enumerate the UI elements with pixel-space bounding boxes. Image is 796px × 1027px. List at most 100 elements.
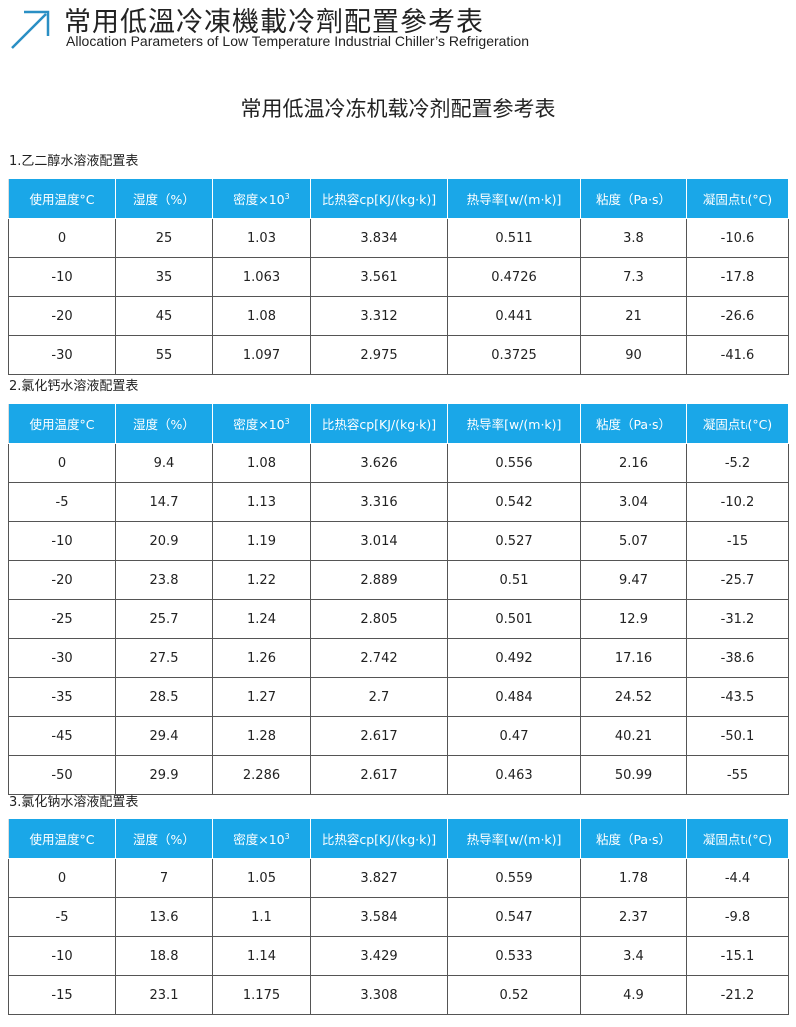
table-cell: 0.47 xyxy=(447,716,581,756)
table-row: -10 18.8 1.14 3.429 0.533 3.4 -15.1 xyxy=(8,936,789,976)
column-header-text: 使用温度°C xyxy=(29,417,95,432)
table-cell: 0.533 xyxy=(447,936,581,976)
column-header: 使用温度°C xyxy=(8,178,116,219)
table-cell: -43.5 xyxy=(686,677,789,717)
table-cell: 40.21 xyxy=(580,716,687,756)
table-cell: -17.8 xyxy=(686,257,789,297)
table-cell: -10 xyxy=(8,521,116,561)
table-cell: 3.312 xyxy=(310,296,448,336)
table-cell: 2.742 xyxy=(310,638,448,678)
column-header-text: 粘度（Pa·s） xyxy=(595,417,672,432)
table-row: -25 25.7 1.24 2.805 0.501 12.9 -31.2 xyxy=(8,599,789,639)
column-header: 凝固点tᵢ(°C) xyxy=(686,818,789,859)
column-header-text: 密度×10 xyxy=(233,192,285,207)
column-header: 密度×103 xyxy=(212,818,311,859)
table-cell: 2.37 xyxy=(580,897,687,937)
table-cell: 2.805 xyxy=(310,599,448,639)
header-row: 使用温度°C 湿度（%） 密度×103 比热容cp[KJ/(kg·k)] 热导率[w/(… xyxy=(8,403,789,444)
table-row: -35 28.5 1.27 2.7 0.484 24.52 -43.5 xyxy=(8,677,789,717)
table-row: -45 29.4 1.28 2.617 0.47 40.21 -50.1 xyxy=(8,716,789,756)
table-cell: 18.8 xyxy=(115,936,213,976)
section-label: 2.氯化钙水溶液配置表 xyxy=(9,379,139,394)
table-row: -20 23.8 1.22 2.889 0.51 9.47 -25.7 xyxy=(8,560,789,600)
table-cell: 3.4 xyxy=(580,936,687,976)
table-cell: 50.99 xyxy=(580,755,687,795)
table-cell: 1.26 xyxy=(212,638,311,678)
column-header-text: 热导率[w/(m·k)] xyxy=(466,417,562,432)
column-header: 密度×103 xyxy=(212,178,311,219)
table-cell: 3.04 xyxy=(580,482,687,522)
table-cell: 0.51 xyxy=(447,560,581,600)
table-cell: -5 xyxy=(8,482,116,522)
column-header-text: 湿度（%） xyxy=(133,417,195,432)
column-header-text: 使用温度°C xyxy=(29,192,95,207)
banner-title-cn: 常用低溫冷凍機載冷劑配置參考表 xyxy=(64,7,484,38)
column-header-text: 湿度（%） xyxy=(133,192,195,207)
table-cell: 2.7 xyxy=(310,677,448,717)
table-cell: 0 xyxy=(8,443,116,483)
table-cell: 3.834 xyxy=(310,218,448,258)
column-header-text: 凝固点tᵢ(°C) xyxy=(702,192,773,207)
table-cell: 0.484 xyxy=(447,677,581,717)
table-cell: -10 xyxy=(8,257,116,297)
table-cell: -4.4 xyxy=(686,858,789,898)
table-cell: 0.3725 xyxy=(447,335,581,375)
column-header: 湿度（%） xyxy=(115,403,213,444)
table-cell: -10.6 xyxy=(686,218,789,258)
superscript: 3 xyxy=(284,191,290,201)
table-cell: -30 xyxy=(8,638,116,678)
table-cell: 29.9 xyxy=(115,755,213,795)
table-row: -10 35 1.063 3.561 0.4726 7.3 -17.8 xyxy=(8,257,789,297)
table-cell: 0 xyxy=(8,858,116,898)
table-cell: 1.78 xyxy=(580,858,687,898)
table-cell: 0.511 xyxy=(447,218,581,258)
column-header: 比热容cp[KJ/(kg·k)] xyxy=(310,403,448,444)
column-header: 粘度（Pa·s） xyxy=(580,178,687,219)
table-cell: 0.542 xyxy=(447,482,581,522)
table-cell: 7.3 xyxy=(580,257,687,297)
table-cell: 1.063 xyxy=(212,257,311,297)
table-cell: 3.014 xyxy=(310,521,448,561)
column-header-text: 比热容cp[KJ/(kg·k)] xyxy=(321,192,437,207)
table-cell: 0.556 xyxy=(447,443,581,483)
table-cell: 9.47 xyxy=(580,560,687,600)
table-cell: 55 xyxy=(115,335,213,375)
column-header-text: 凝固点tᵢ(°C) xyxy=(702,832,773,847)
column-header-text: 比热容cp[KJ/(kg·k)] xyxy=(321,832,437,847)
table-cell: 0.441 xyxy=(447,296,581,336)
table-row: -5 13.6 1.1 3.584 0.547 2.37 -9.8 xyxy=(8,897,789,937)
table-cell: -50.1 xyxy=(686,716,789,756)
table-row: 0 7 1.05 3.827 0.559 1.78 -4.4 xyxy=(8,858,789,898)
superscript: 3 xyxy=(284,416,290,426)
table-cell: 2.889 xyxy=(310,560,448,600)
table-cell: 0.559 xyxy=(447,858,581,898)
table-cell: -25 xyxy=(8,599,116,639)
table-cell: 1.1 xyxy=(212,897,311,937)
table-row: 0 9.4 1.08 3.626 0.556 2.16 -5.2 xyxy=(8,443,789,483)
table-cell: 2.286 xyxy=(212,755,311,795)
table-cell: 3.308 xyxy=(310,975,448,1015)
data-table: 使用温度°C 湿度（%） 密度×103 比热容cp[KJ/(kg·k)] 热导率[w/(… xyxy=(8,403,789,795)
table-cell: 3.626 xyxy=(310,443,448,483)
table-cell: -10.2 xyxy=(686,482,789,522)
column-header: 比热容cp[KJ/(kg·k)] xyxy=(310,818,448,859)
table-cell: -50 xyxy=(8,755,116,795)
table-cell: 23.8 xyxy=(115,560,213,600)
column-header-text: 热导率[w/(m·k)] xyxy=(466,192,562,207)
table-cell: 21 xyxy=(580,296,687,336)
column-header-text: 凝固点tᵢ(°C) xyxy=(702,417,773,432)
data-table: 使用温度°C 湿度（%） 密度×103 比热容cp[KJ/(kg·k)] 热导率[w/(… xyxy=(8,818,789,1015)
table-cell: 0.492 xyxy=(447,638,581,678)
table-cell: 0.52 xyxy=(447,975,581,1015)
column-header-text: 密度×10 xyxy=(233,417,285,432)
table-cell: -10 xyxy=(8,936,116,976)
table-row: -10 20.9 1.19 3.014 0.527 5.07 -15 xyxy=(8,521,789,561)
table-cell: 2.617 xyxy=(310,755,448,795)
table-cell: 1.14 xyxy=(212,936,311,976)
section-label: 3.氯化钠水溶液配置表 xyxy=(9,795,139,810)
section-label: 1.乙二醇水溶液配置表 xyxy=(9,154,139,169)
table-cell: -21.2 xyxy=(686,975,789,1015)
table-row: -15 23.1 1.175 3.308 0.52 4.9 -21.2 xyxy=(8,975,789,1015)
column-header: 密度×103 xyxy=(212,403,311,444)
